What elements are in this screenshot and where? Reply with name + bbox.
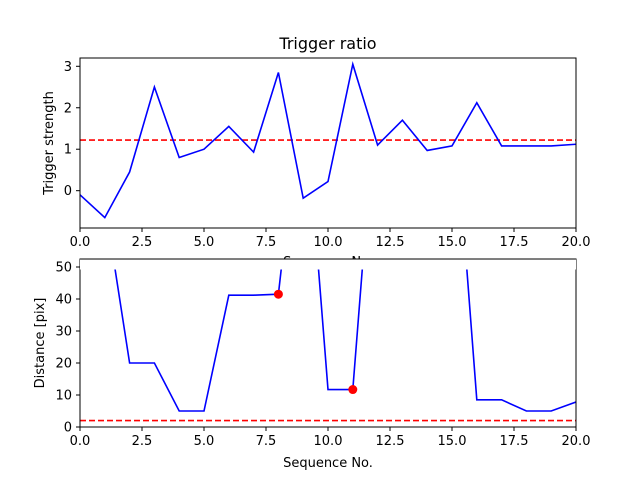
- x-tick-label: 10.0: [314, 434, 343, 449]
- y-axis-label: Distance [pix]: [33, 298, 48, 389]
- y-tick-label: 0: [64, 421, 72, 436]
- chart-title: Trigger ratio: [278, 34, 376, 53]
- y-tick-label: 50: [55, 261, 72, 276]
- x-tick-label: 5.0: [194, 235, 215, 250]
- overlap-mask: [80, 259, 576, 270]
- y-tick-label: 1: [64, 143, 72, 158]
- y-tick-label: 10: [55, 389, 72, 404]
- y-tick-label: 30: [55, 325, 72, 340]
- x-tick-label: 2.5: [132, 235, 153, 250]
- y-tick-label: 2: [64, 101, 72, 116]
- x-tick-label: 17.5: [500, 434, 529, 449]
- trigger-ratio-chart: 0.0 2.5 5.0 7.5 10.0 12.5 15.0 17.5 20.0 0 1 2 3 Tr…: [42, 34, 590, 250]
- plot-area: [80, 58, 576, 228]
- x-tick-label: 7.5: [256, 235, 277, 250]
- x-tick-label: 15.0: [438, 434, 467, 449]
- y-axis-label: Trigger strength: [42, 91, 57, 196]
- x-tick-label: 20.0: [562, 235, 591, 250]
- x-tick-label: 0.0: [70, 434, 91, 449]
- plot-frame: [79, 57, 577, 229]
- plot-area: [80, 259, 576, 427]
- y-tick-label: 20: [55, 357, 72, 372]
- x-tick-label: 20.0: [562, 434, 591, 449]
- x-tick-label: 10.0: [314, 235, 343, 250]
- highlight-marker: [348, 385, 358, 395]
- x-tick-label: 0.0: [70, 235, 91, 250]
- y-tick-label: 0: [64, 184, 72, 199]
- x-tick-label: 12.5: [376, 434, 405, 449]
- x-tick-label: 5.0: [194, 434, 215, 449]
- x-tick-label: 15.0: [438, 235, 467, 250]
- x-axis-label: Sequence No.: [283, 456, 373, 471]
- x-tick-label: 2.5: [132, 434, 153, 449]
- x-tick-label: 12.5: [376, 235, 405, 250]
- highlight-marker: [273, 289, 283, 299]
- x-tick-label: 17.5: [500, 235, 529, 250]
- y-tick-label: 3: [64, 60, 72, 75]
- y-tick-label: 40: [55, 293, 72, 308]
- x-tick-label: 7.5: [256, 434, 277, 449]
